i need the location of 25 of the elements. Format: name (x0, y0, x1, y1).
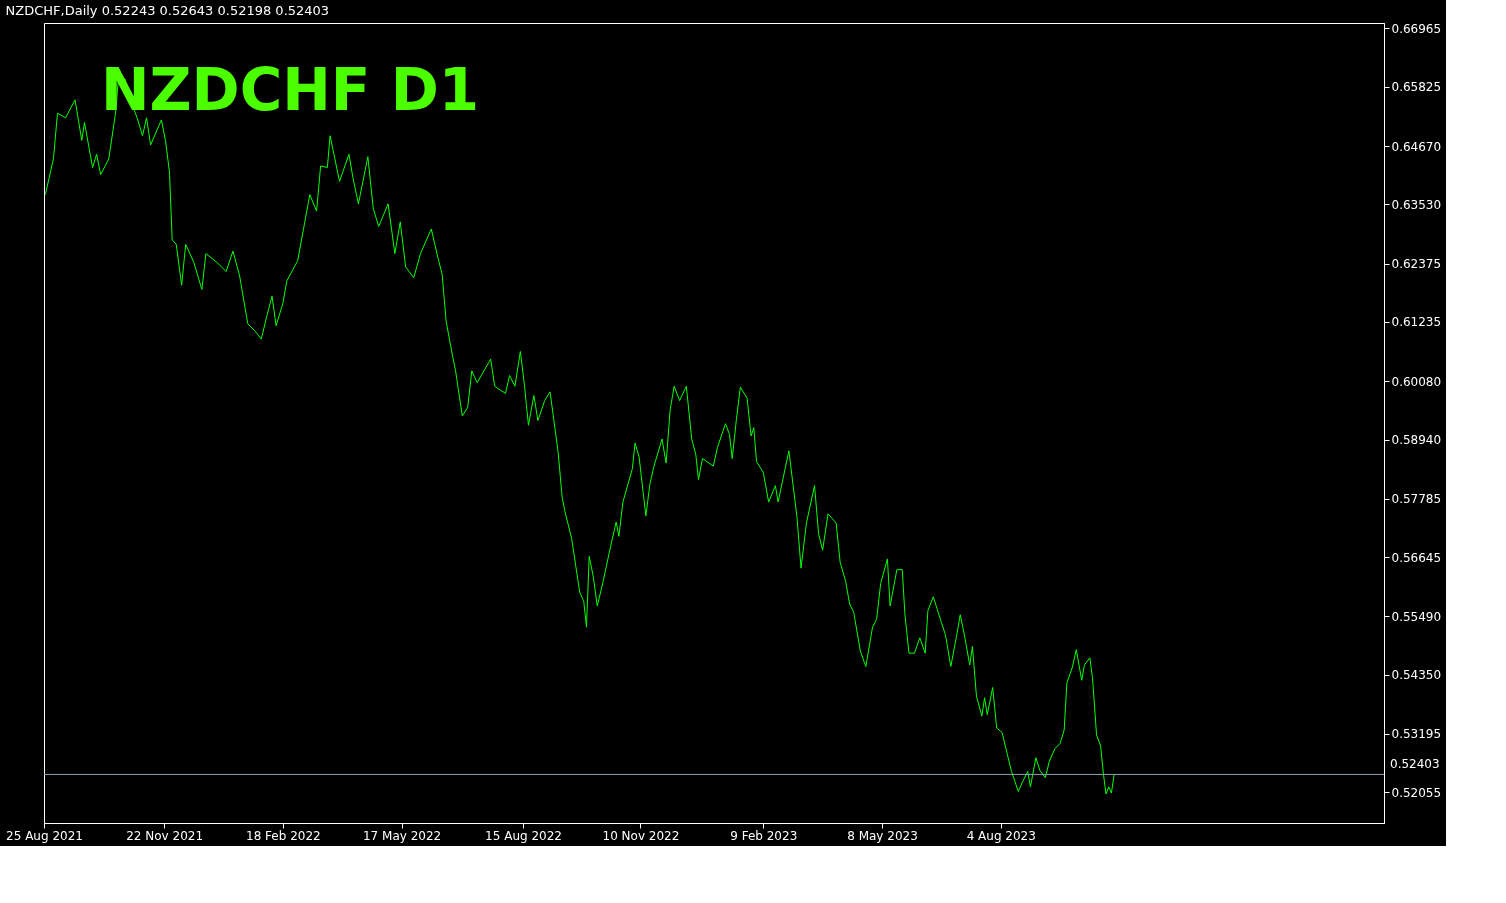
y-tick-label: 0.58940 (1391, 433, 1442, 448)
x-tick-label: 25 Aug 2021 (6, 828, 83, 843)
x-tick-label: 9 Feb 2023 (730, 828, 798, 843)
x-tick-label: 22 Nov 2021 (126, 828, 204, 843)
y-tick-label: 0.64670 (1391, 139, 1442, 154)
y-tick-label: 0.53195 (1391, 727, 1442, 742)
y-tick-label: 0.66965 (1391, 21, 1442, 36)
x-tick-label: 18 Feb 2022 (246, 828, 321, 843)
x-tick-label: 15 Aug 2022 (485, 828, 562, 843)
y-tick-label: 0.52055 (1391, 785, 1442, 800)
x-tick-label: 8 May 2023 (847, 828, 918, 843)
y-tick-label: 0.61235 (1391, 315, 1442, 330)
y-tick-label: 0.60080 (1391, 374, 1442, 389)
x-tick-label: 4 Aug 2023 (966, 828, 1036, 843)
y-tick-label: 0.55490 (1391, 609, 1442, 624)
y-tick-label: 0.57785 (1391, 492, 1442, 507)
y-tick-label: 0.63530 (1391, 197, 1442, 212)
y-tick-label: 0.56645 (1391, 550, 1442, 565)
ref-line-label: 0.52403 (1390, 757, 1440, 772)
chart-title: NZDCHF,Daily 0.52243 0.52643 0.52198 0.52403 (5, 3, 330, 19)
y-tick-label: 0.62375 (1391, 257, 1442, 272)
x-tick-label: 17 May 2022 (362, 828, 442, 843)
y-tick-label: 0.65825 (1391, 80, 1442, 95)
y-tick-label: 0.54350 (1391, 668, 1442, 683)
x-tick-label: 10 Nov 2022 (602, 828, 680, 843)
